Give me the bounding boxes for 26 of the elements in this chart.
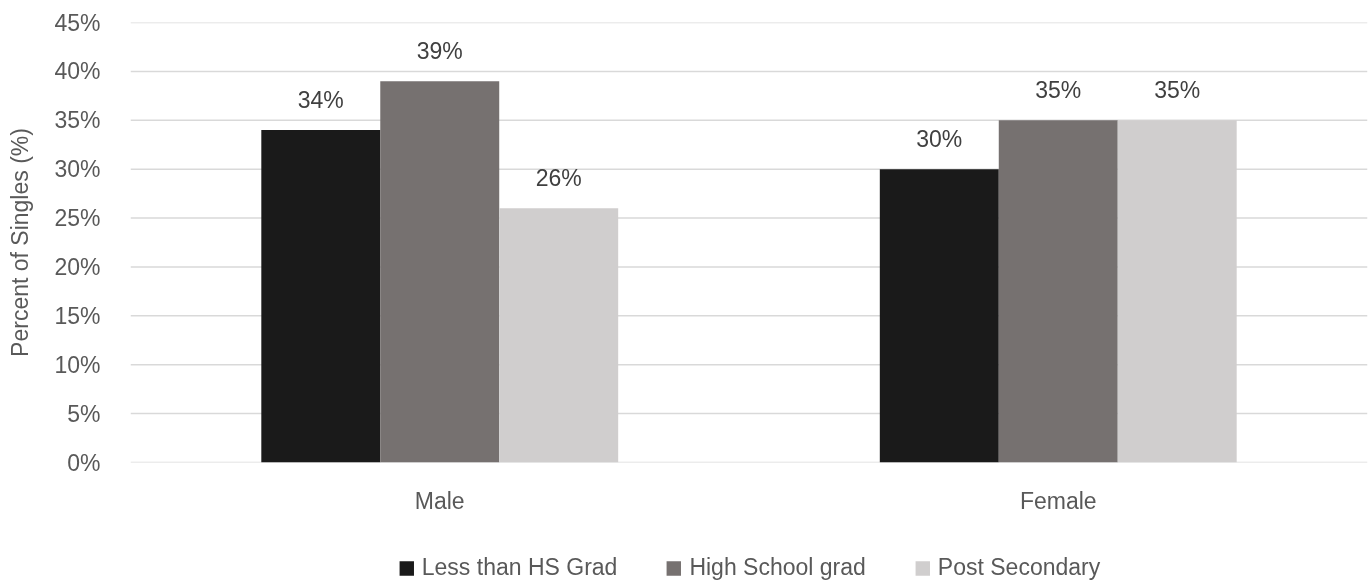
x-tick-label: Female — [1019, 487, 1097, 514]
y-tick-label: 35% — [54, 107, 101, 134]
y-axis-title: Percent of Singles (%) — [7, 128, 34, 357]
x-tick-label: Male — [414, 487, 465, 514]
y-tick-label: 10% — [54, 351, 101, 378]
y-tick-label: 30% — [54, 156, 101, 183]
legend-label: Less than HS Grad — [421, 554, 618, 581]
y-tick-label: 40% — [54, 58, 101, 85]
data-label: 26% — [535, 165, 582, 192]
data-label: 39% — [416, 38, 463, 65]
y-tick-label: 25% — [54, 205, 101, 232]
y-tick-label: 45% — [54, 9, 101, 36]
y-tick-label: 20% — [54, 253, 101, 280]
y-tick-label: 15% — [54, 302, 101, 329]
bar — [879, 169, 999, 463]
bar — [998, 120, 1118, 463]
legend-label: Post Secondary — [937, 554, 1101, 581]
y-tick-label: 5% — [67, 400, 101, 427]
data-label: 35% — [1035, 77, 1082, 104]
bar — [380, 81, 500, 463]
data-label: 35% — [1154, 77, 1201, 104]
y-tick-label: 0% — [67, 449, 101, 476]
legend-label: High School grad — [689, 554, 866, 581]
data-label: 30% — [916, 126, 963, 153]
bar — [261, 130, 381, 463]
data-label: 34% — [297, 87, 344, 114]
